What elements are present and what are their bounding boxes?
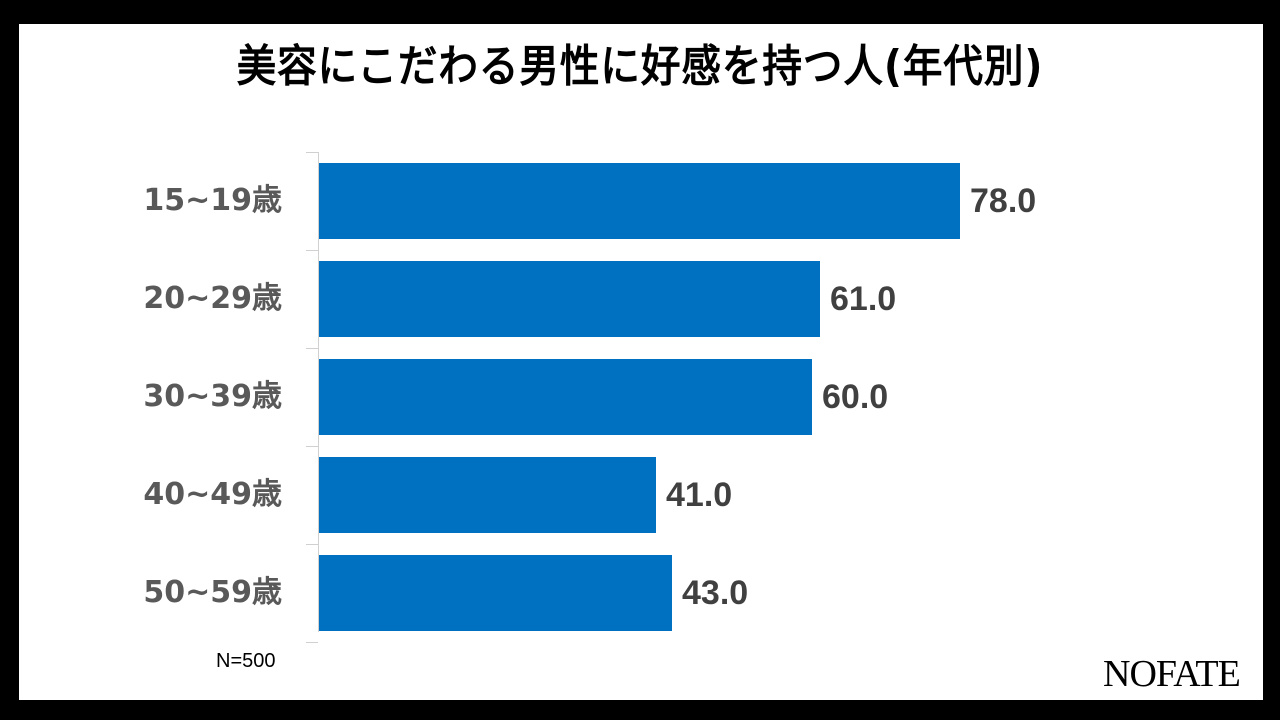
- category-label: 15~19歳: [143, 183, 282, 218]
- category-label: 20~29歳: [143, 281, 282, 316]
- axis-tick: [306, 446, 318, 447]
- bar: [319, 457, 656, 533]
- category-axis-line: [318, 152, 319, 632]
- bar: [319, 359, 812, 435]
- value-label: 41.0: [666, 476, 733, 514]
- value-label: 60.0: [822, 378, 889, 416]
- axis-tick: [306, 642, 318, 643]
- category-label: 30~39歳: [143, 379, 282, 414]
- sample-size-note: N=500: [216, 650, 276, 672]
- brand-logo: NOFATE: [1103, 653, 1241, 695]
- chart-title: 美容にこだわる男性に好感を持つ人(年代別): [236, 41, 1044, 92]
- bar: [319, 555, 672, 631]
- category-label: 50~59歳: [143, 575, 282, 610]
- axis-tick: [306, 544, 318, 545]
- category-label: 40~49歳: [143, 477, 282, 512]
- value-label: 78.0: [970, 182, 1037, 220]
- axis-tick: [306, 348, 318, 349]
- axis-tick: [306, 152, 318, 153]
- value-label: 43.0: [682, 574, 749, 612]
- bar: [319, 261, 820, 337]
- bar: [319, 163, 960, 239]
- axis-tick: [306, 250, 318, 251]
- value-label: 61.0: [830, 280, 897, 318]
